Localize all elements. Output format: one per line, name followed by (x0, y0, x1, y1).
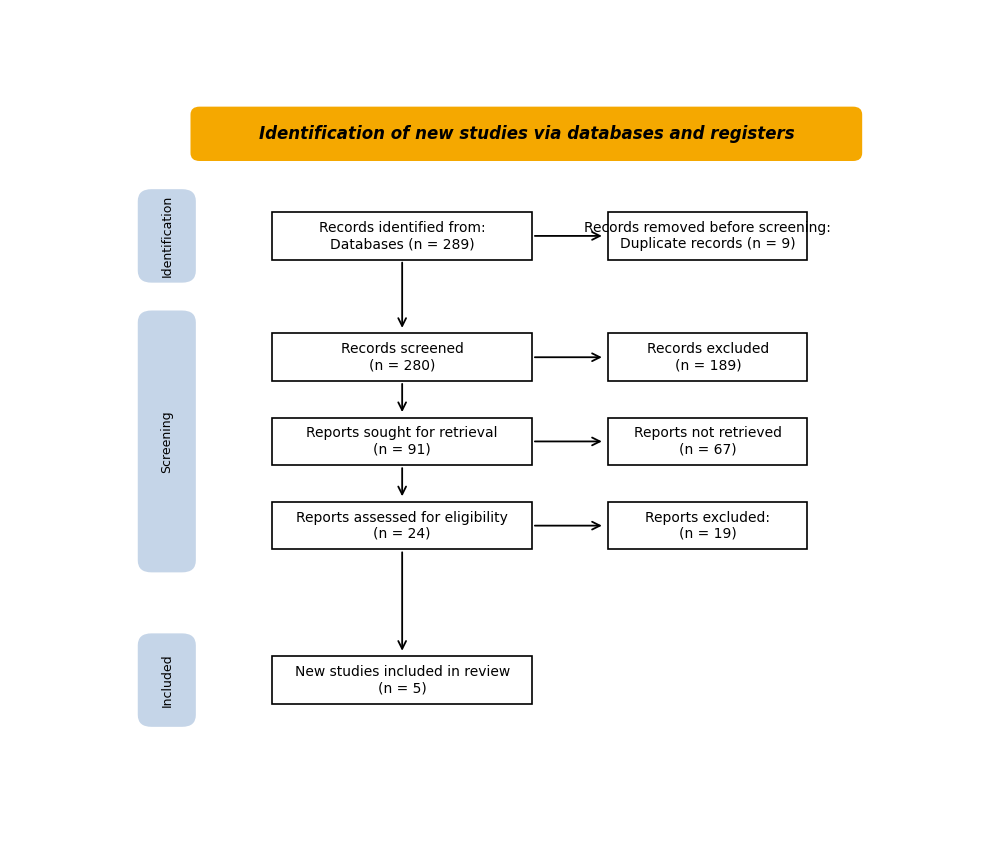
Text: Identification of new studies via databases and registers: Identification of new studies via databa… (258, 125, 794, 143)
FancyBboxPatch shape (272, 418, 532, 465)
FancyBboxPatch shape (138, 634, 196, 727)
FancyBboxPatch shape (272, 212, 532, 260)
FancyBboxPatch shape (272, 333, 532, 381)
Text: Records removed before screening:
Duplicate records (n = 9): Records removed before screening: Duplic… (585, 220, 831, 251)
Text: New studies included in review
(n = 5): New studies included in review (n = 5) (295, 665, 510, 695)
FancyBboxPatch shape (138, 189, 196, 282)
Text: Records identified from:
Databases (n = 289): Records identified from: Databases (n = … (318, 220, 485, 251)
Text: Reports not retrieved
(n = 67): Reports not retrieved (n = 67) (634, 426, 782, 456)
Text: Records excluded
(n = 189): Records excluded (n = 189) (647, 342, 769, 372)
FancyBboxPatch shape (608, 418, 808, 465)
FancyBboxPatch shape (138, 311, 196, 573)
Text: Included: Included (161, 653, 174, 707)
Text: Records screened
(n = 280): Records screened (n = 280) (341, 342, 463, 372)
Text: Reports assessed for eligibility
(n = 24): Reports assessed for eligibility (n = 24… (296, 511, 508, 541)
Text: Reports sought for retrieval
(n = 91): Reports sought for retrieval (n = 91) (307, 426, 498, 456)
FancyBboxPatch shape (190, 107, 862, 161)
FancyBboxPatch shape (608, 502, 808, 549)
Text: Identification: Identification (161, 195, 174, 277)
FancyBboxPatch shape (272, 656, 532, 704)
Text: Reports excluded:
(n = 19): Reports excluded: (n = 19) (645, 511, 770, 541)
FancyBboxPatch shape (272, 502, 532, 549)
Text: Screening: Screening (161, 410, 174, 473)
FancyBboxPatch shape (608, 333, 808, 381)
FancyBboxPatch shape (608, 212, 808, 260)
